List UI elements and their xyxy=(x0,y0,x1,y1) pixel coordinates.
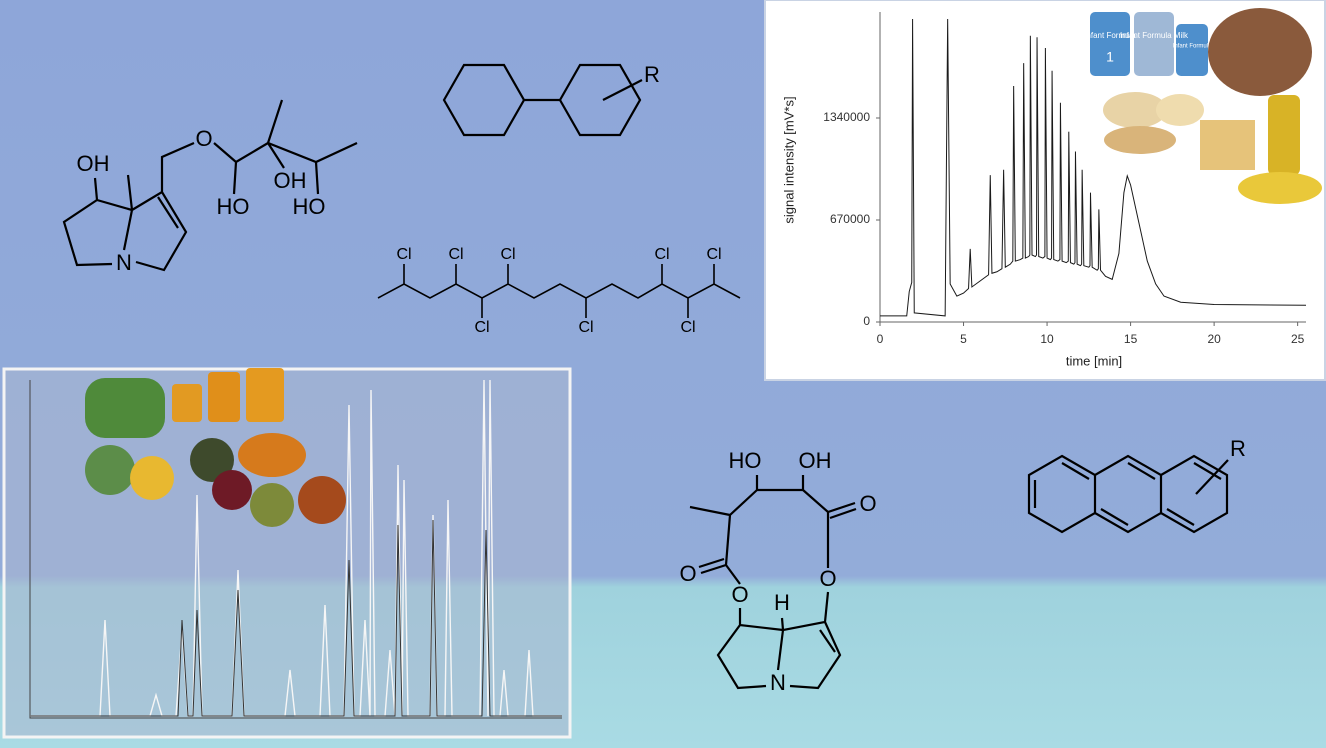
atom-label: HO xyxy=(217,194,250,219)
x-tick-label: 5 xyxy=(960,332,967,346)
atom-label: Cl xyxy=(474,319,489,336)
product-label: Infant Formula xyxy=(1173,44,1212,50)
structure-chloroparaffin: Cl Cl Cl Cl Cl Cl Cl Cl Cl xyxy=(377,246,741,336)
atom-label: O xyxy=(679,561,696,586)
atom-label: O xyxy=(859,491,876,516)
atom-label: O xyxy=(731,582,748,607)
structure-macrocycle: HO OH O O O O H N xyxy=(679,448,876,695)
atom-label: OH xyxy=(77,151,110,176)
y-tick-label: 0 xyxy=(863,314,870,328)
structure-bicyclohexyl: R xyxy=(442,62,660,137)
x-axis-label: time [min] xyxy=(1066,353,1122,368)
product-label: 1 xyxy=(1106,49,1114,65)
x-tick-label: 25 xyxy=(1291,332,1305,346)
x-tick-label: 20 xyxy=(1207,332,1221,346)
y-tick-label: 1340000 xyxy=(823,110,870,124)
atom-label: OH xyxy=(799,448,832,473)
atom-label: OH xyxy=(274,168,307,193)
atom-label: Cl xyxy=(396,246,411,263)
x-tick-label: 10 xyxy=(1040,332,1054,346)
atom-label: H xyxy=(774,590,790,615)
product-label: Infant Formula xyxy=(1084,31,1136,40)
structure-anthracene: R xyxy=(1027,436,1246,534)
atom-label: Cl xyxy=(500,246,515,263)
atom-label: HO xyxy=(293,194,326,219)
x-tick-label: 15 xyxy=(1124,332,1138,346)
y-axis-label: signal intensity [mV*s] xyxy=(781,96,796,223)
atom-label: N xyxy=(770,670,786,695)
atom-label: N xyxy=(116,250,132,275)
atom-label: Cl xyxy=(448,246,463,263)
y-tick-label: 670000 xyxy=(830,212,870,226)
atom-label: O xyxy=(195,126,212,151)
chromatogram-line xyxy=(880,19,1307,317)
atom-label: R xyxy=(644,62,660,87)
overlay-chromatogram-panel xyxy=(2,367,572,739)
atom-label: Cl xyxy=(706,246,721,263)
atom-label: R xyxy=(1230,436,1246,461)
atom-label: HO xyxy=(729,448,762,473)
x-tick-label: 0 xyxy=(877,332,884,346)
atom-label: Cl xyxy=(654,246,669,263)
product-label: Infant Formula Milk xyxy=(1120,31,1189,40)
product-images: Infant Formula Infant Formula Milk Infan… xyxy=(1084,8,1322,204)
atom-label: Cl xyxy=(578,319,593,336)
atom-label: Cl xyxy=(680,319,695,336)
atom-label: O xyxy=(819,566,836,591)
structure-pyrrolizidine: OH N O HO OH HO xyxy=(62,99,358,275)
